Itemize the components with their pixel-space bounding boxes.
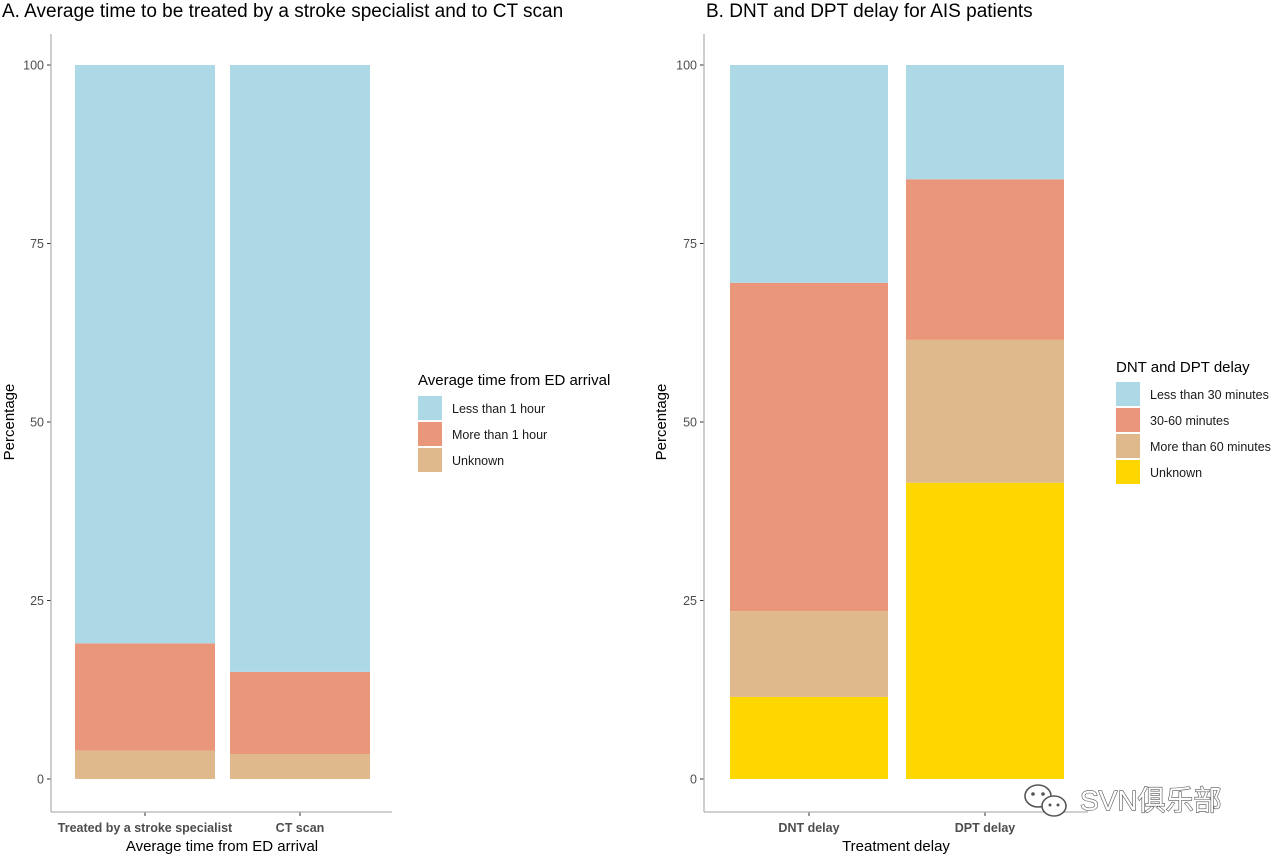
legend-key — [1116, 408, 1140, 432]
legend-label: More than 60 minutes — [1150, 440, 1271, 454]
legend: Average time from ED arrival Less than 1 … — [418, 372, 610, 472]
bar-segment — [730, 65, 888, 283]
y-axis-title: Percentage — [653, 384, 670, 461]
legend-label: Less than 1 hour — [452, 402, 545, 416]
y-tick-label: 75 — [683, 237, 697, 251]
y-tick-label: 50 — [683, 416, 697, 430]
legend-key — [1116, 382, 1140, 406]
bar-segment — [906, 65, 1064, 180]
legend-key — [418, 396, 442, 420]
bar-segment — [75, 750, 215, 779]
legend-label: 30-60 minutes — [1150, 414, 1229, 428]
bar-segment — [230, 671, 370, 755]
bar-segment — [906, 339, 1064, 483]
x-axis-title: Average time from ED arrival — [126, 838, 318, 855]
legend-title: DNT and DPT delay — [1116, 359, 1250, 376]
wechat-icon — [1024, 784, 1067, 817]
bar-segment — [730, 282, 888, 612]
chart-title: B. DNT and DPT delay for AIS patients — [706, 1, 1033, 22]
legend-key — [418, 448, 442, 472]
y-tick-label: 50 — [30, 416, 44, 430]
x-tick-label: DNT delay — [778, 821, 839, 835]
legend-title: Average time from ED arrival — [418, 372, 610, 389]
bar-segment — [906, 482, 1064, 779]
legend-key — [1116, 460, 1140, 484]
y-tick-label: 0 — [690, 773, 697, 787]
bar-segment — [906, 179, 1064, 340]
watermark-text: SVN俱乐部 — [1080, 785, 1222, 816]
legend-key — [1116, 434, 1140, 458]
chart-title: A. Average time to be treated by a strok… — [2, 1, 563, 22]
legend-label: Unknown — [452, 454, 504, 468]
x-tick-label: Treated by a stroke specialist — [58, 821, 233, 835]
y-tick-label: 0 — [37, 773, 44, 787]
y-tick-label: 25 — [30, 594, 44, 608]
panel-a: A. Average time to be treated by a strok… — [1, 1, 610, 855]
bar-segment — [730, 611, 888, 697]
legend-label: More than 1 hour — [452, 428, 547, 442]
bar-segment — [75, 65, 215, 644]
bar-segment — [75, 643, 215, 751]
bar-segment — [230, 65, 370, 672]
legend-label: Less than 30 minutes — [1150, 388, 1269, 402]
y-axis-title: Percentage — [1, 384, 18, 461]
legend: DNT and DPT delay Less than 30 minutes 30-… — [1116, 359, 1271, 484]
x-axis-title: Treatment delay — [842, 838, 950, 855]
y-tick-label: 75 — [30, 237, 44, 251]
legend-key — [418, 422, 442, 446]
x-tick-label: DPT delay — [955, 821, 1015, 835]
legend-label: Unknown — [1150, 466, 1202, 480]
y-tick-label: 100 — [676, 59, 697, 73]
y-tick-label: 25 — [683, 594, 697, 608]
panel-b: B. DNT and DPT delay for AIS patients 0 25… — [653, 1, 1271, 855]
watermark: SVN俱乐部 — [1024, 784, 1222, 817]
bar-segment — [230, 754, 370, 779]
x-tick-label: CT scan — [276, 821, 325, 835]
y-tick-label: 100 — [23, 59, 44, 73]
bar-segment — [730, 696, 888, 779]
